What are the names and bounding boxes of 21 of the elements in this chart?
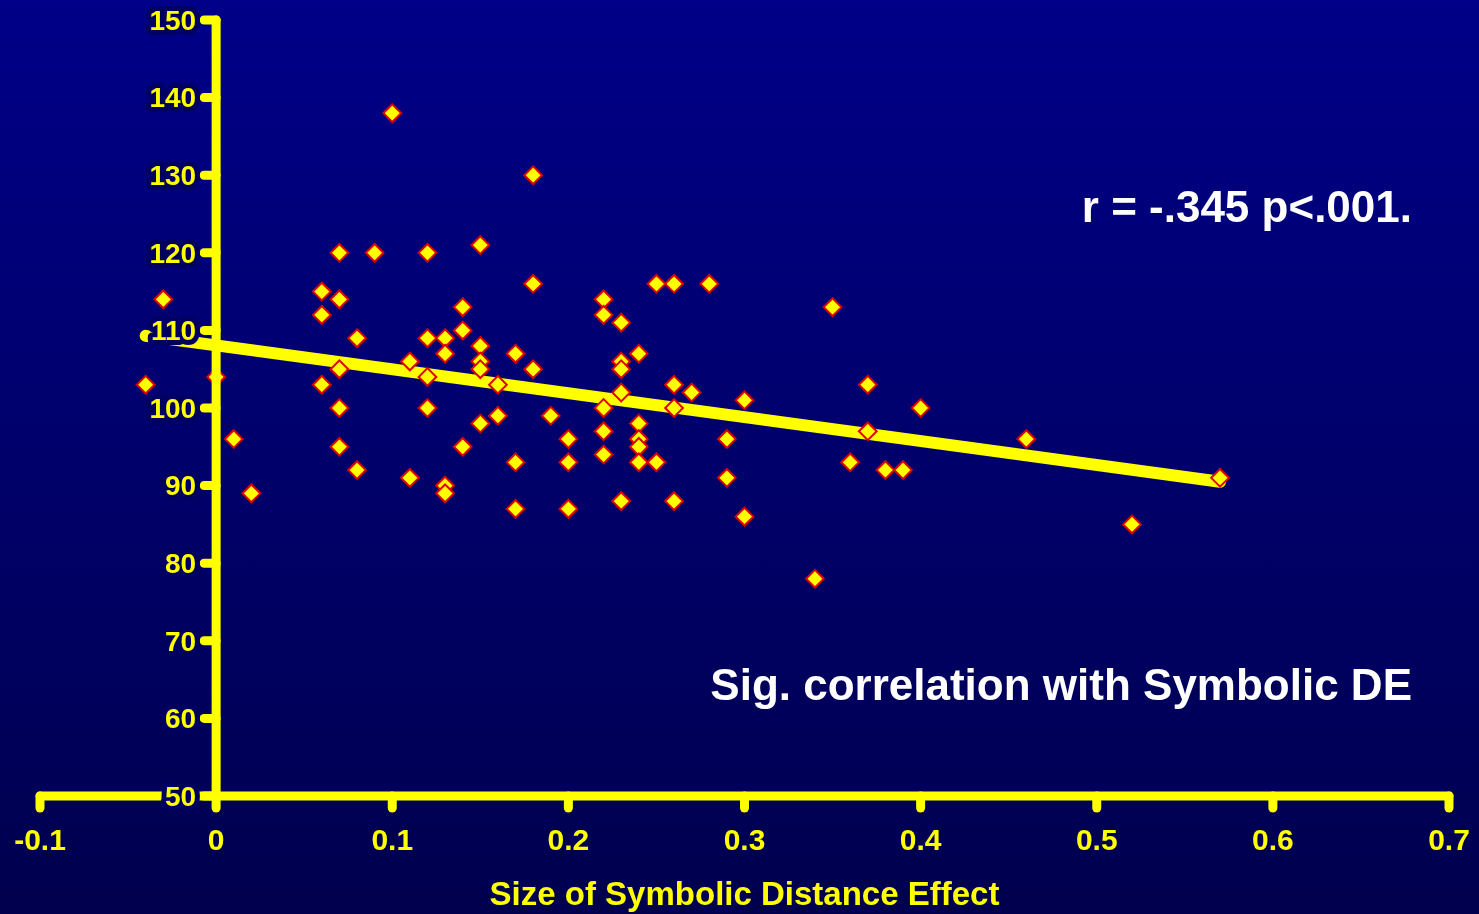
x-tick-label: 0.4 bbox=[899, 823, 942, 856]
x-tick-label: 0.7 bbox=[1428, 823, 1470, 856]
annotation: Sig. correlation with Symbolic DE bbox=[710, 660, 1412, 709]
x-axis-title: Size of Symbolic Distance Effect bbox=[489, 875, 1000, 912]
y-tick-label: 130 bbox=[149, 160, 197, 191]
y-tick-label: 150 bbox=[149, 4, 197, 36]
x-tick-label: 0 bbox=[207, 823, 225, 856]
x-tick-label: 0.6 bbox=[1252, 823, 1294, 856]
x-tick-label: 0.5 bbox=[1075, 823, 1118, 856]
y-tick-label: 140 bbox=[149, 82, 197, 114]
x-tick-label: 0.3 bbox=[723, 823, 766, 856]
y-tick-label: 60 bbox=[164, 703, 197, 735]
y-tick-label: 70 bbox=[164, 625, 197, 657]
y-tick-label: 90 bbox=[164, 470, 197, 502]
y-tick-label: 80 bbox=[164, 548, 197, 579]
x-tick-label: 0.2 bbox=[547, 823, 590, 856]
y-tick-label: 120 bbox=[149, 237, 197, 269]
x-tick-label: -0.1 bbox=[14, 823, 66, 856]
y-tick-label: 100 bbox=[149, 392, 197, 424]
x-tick-label: 0.1 bbox=[371, 823, 414, 856]
annotation: r = -.345 p<.001. bbox=[1081, 182, 1412, 231]
